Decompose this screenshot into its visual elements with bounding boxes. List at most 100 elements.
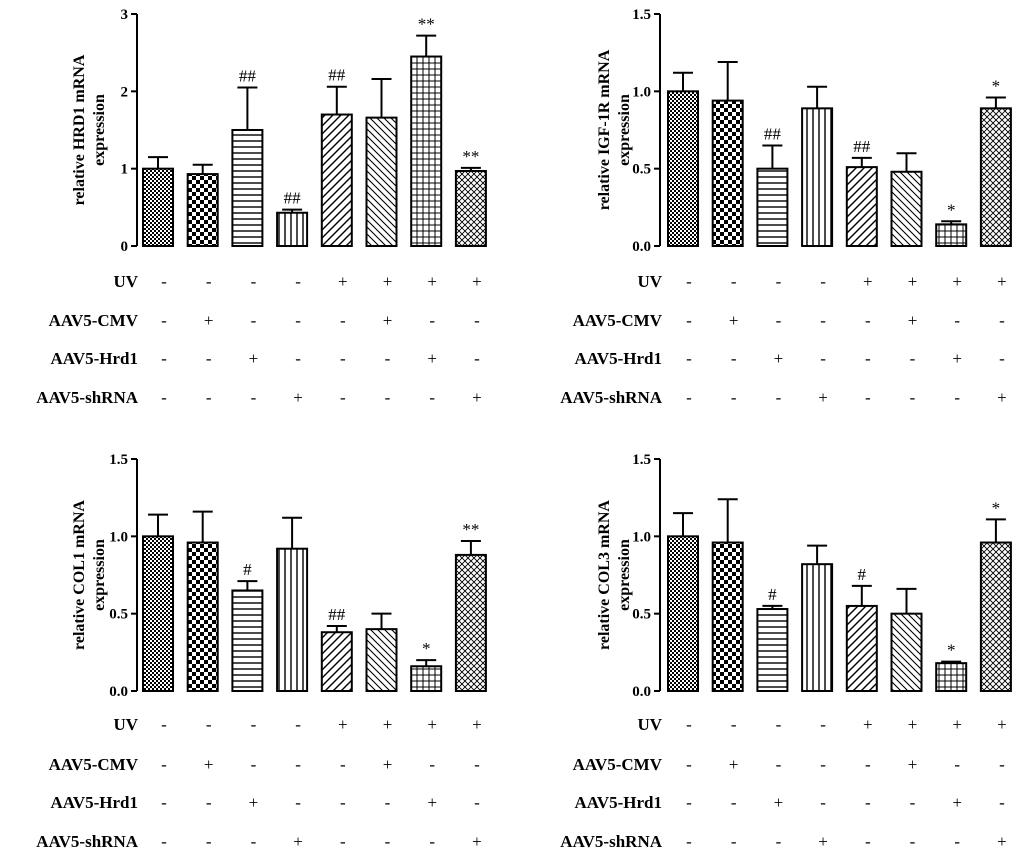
y-tick-label: 1 xyxy=(121,162,129,178)
y-tick-label: 1.0 xyxy=(109,529,128,545)
condition-symbol: - xyxy=(865,793,871,812)
condition-symbol: - xyxy=(686,715,692,734)
condition-symbol: - xyxy=(686,349,692,368)
condition-symbol: + xyxy=(249,793,259,812)
chart-panel-2: 0.0 0.5 1.0 1.5 relative IGF-1R mRNA expressi… xyxy=(560,7,1012,407)
condition-symbol: + xyxy=(997,715,1007,734)
condition-symbol: - xyxy=(295,311,301,330)
condition-symbol: - xyxy=(776,311,782,330)
bar xyxy=(667,90,699,248)
condition-symbol: + xyxy=(472,832,482,851)
condition-symbol: - xyxy=(295,349,301,368)
condition-symbol: + xyxy=(952,272,962,291)
condition-symbol: + xyxy=(204,311,214,330)
y-axis-label-line2: expression xyxy=(91,94,108,166)
condition-symbol: - xyxy=(295,715,301,734)
condition-label: AAV5-CMV xyxy=(49,755,139,774)
condition-symbol: - xyxy=(954,755,960,774)
y-tick-label: 3 xyxy=(121,7,129,23)
condition-symbol: - xyxy=(731,715,737,734)
condition-symbol: - xyxy=(954,311,960,330)
condition-symbol: + xyxy=(863,715,873,734)
condition-symbol: - xyxy=(474,311,480,330)
condition-symbol: + xyxy=(774,349,784,368)
bar xyxy=(667,535,699,692)
y-tick-label: 2 xyxy=(121,84,129,100)
condition-label: AAV5-Hrd1 xyxy=(574,793,662,812)
bar xyxy=(845,166,878,247)
condition-symbol: + xyxy=(472,272,482,291)
significance-mark: ** xyxy=(462,147,479,166)
condition-symbol: + xyxy=(338,715,348,734)
y-tick-label: 0.0 xyxy=(632,684,651,700)
condition-label: UV xyxy=(113,715,138,734)
condition-label: UV xyxy=(113,272,138,291)
condition-symbol: - xyxy=(295,793,301,812)
bar xyxy=(231,589,264,693)
condition-symbol: + xyxy=(293,832,303,851)
condition-symbol: - xyxy=(731,832,737,851)
condition-symbol: - xyxy=(686,388,692,407)
chart-panel-1: 0 1 2 3 relative HRD1 mRNA expression ## ## ## **… xyxy=(36,7,487,407)
significance-mark: # xyxy=(768,585,777,604)
bar xyxy=(979,107,1012,247)
y-tick-label: 1.0 xyxy=(632,529,651,545)
condition-symbol: - xyxy=(161,832,167,851)
condition-label: AAV5-Hrd1 xyxy=(50,349,138,368)
condition-symbol: - xyxy=(251,715,257,734)
y-tick-label: 1.0 xyxy=(632,84,651,100)
condition-symbol: - xyxy=(820,272,826,291)
y-axis-label-line1: relative COL1 mRNA xyxy=(71,500,88,650)
y-axis-label-line1: relative IGF-1R mRNA xyxy=(596,49,613,210)
condition-symbol: - xyxy=(686,311,692,330)
bar xyxy=(365,116,398,247)
condition-symbol: - xyxy=(910,349,916,368)
condition-symbol: - xyxy=(251,832,257,851)
condition-label: AAV5-CMV xyxy=(49,311,139,330)
significance-mark: ## xyxy=(284,189,302,208)
condition-symbol: - xyxy=(161,349,167,368)
condition-symbol: - xyxy=(251,311,257,330)
bar xyxy=(410,665,443,693)
condition-symbol: + xyxy=(427,272,437,291)
bar xyxy=(186,173,219,247)
condition-symbol: + xyxy=(338,272,348,291)
condition-symbol: - xyxy=(161,311,167,330)
condition-symbol: + xyxy=(997,832,1007,851)
condition-symbol: + xyxy=(472,388,482,407)
condition-symbol: + xyxy=(383,272,393,291)
condition-symbol: + xyxy=(952,793,962,812)
condition-symbol: - xyxy=(385,832,391,851)
y-axis-label-line2: expression xyxy=(616,94,633,166)
condition-symbol: - xyxy=(820,793,826,812)
significance-mark: # xyxy=(858,565,867,584)
condition-symbol: + xyxy=(472,715,482,734)
condition-symbol: - xyxy=(776,272,782,291)
condition-symbol: - xyxy=(251,272,257,291)
condition-symbol: - xyxy=(910,832,916,851)
condition-symbol: - xyxy=(731,793,737,812)
condition-symbol: - xyxy=(731,388,737,407)
condition-symbol: - xyxy=(999,755,1005,774)
significance-mark: ** xyxy=(462,520,479,539)
condition-symbol: - xyxy=(776,832,782,851)
condition-symbol: - xyxy=(820,349,826,368)
condition-symbol: - xyxy=(686,832,692,851)
y-axis-label-line1: relative COL3 mRNA xyxy=(596,500,613,650)
bar xyxy=(935,223,968,247)
condition-symbol: - xyxy=(340,793,346,812)
condition-symbol: + xyxy=(908,272,918,291)
condition-symbol: + xyxy=(863,272,873,291)
y-tick-label: 0.0 xyxy=(632,239,651,255)
significance-mark: * xyxy=(947,641,956,660)
bar xyxy=(142,535,174,692)
bar xyxy=(979,541,1012,693)
bar xyxy=(845,604,878,693)
condition-symbol: - xyxy=(776,755,782,774)
condition-label: AAV5-shRNA xyxy=(560,832,662,851)
condition-symbol: - xyxy=(910,388,916,407)
condition-symbol: + xyxy=(774,793,784,812)
y-tick-label: 0.5 xyxy=(632,607,651,623)
significance-mark: ## xyxy=(328,66,346,85)
condition-symbol: - xyxy=(206,272,212,291)
